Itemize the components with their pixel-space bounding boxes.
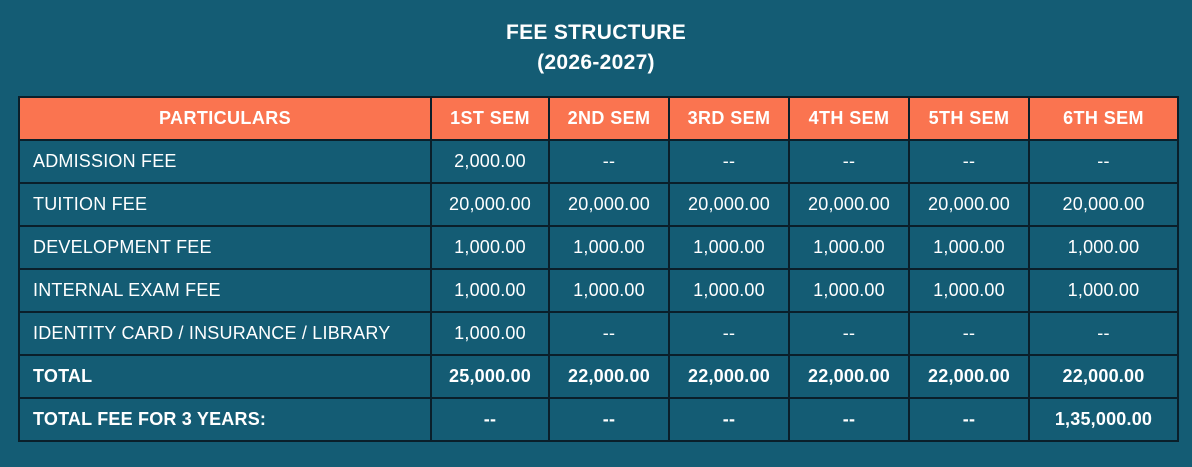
fee-value-cell: -- [548,311,670,356]
fee-value-cell: -- [788,139,910,184]
fee-value-cell: 20,000.00 [668,182,790,227]
row-label: TUITION FEE [18,182,432,227]
column-header-sem: 2ND SEM [548,96,670,141]
fee-value-cell: -- [430,397,550,442]
fee-value-cell: 1,000.00 [668,268,790,313]
fee-value-cell: 1,000.00 [668,225,790,270]
fee-value-cell: 20,000.00 [788,182,910,227]
fee-value-cell: 25,000.00 [430,354,550,399]
fee-value-cell: -- [788,397,910,442]
fee-value-cell: 1,000.00 [1028,225,1179,270]
title-line: FEE STRUCTURE [505,21,687,44]
row-label: TOTAL [18,354,432,399]
table-row: INTERNAL EXAM FEE 1,000.00 1,000.00 1,000.0… [18,268,1179,313]
fee-value-cell: 1,35,000.00 [1028,397,1179,442]
fee-value-cell: 20,000.00 [548,182,670,227]
column-header-sem: 1ST SEM [430,96,550,141]
fee-value-cell: -- [908,311,1030,356]
row-label: DEVELOPMENT FEE [18,225,432,270]
fee-value-cell: 1,000.00 [788,268,910,313]
fee-value-cell: 22,000.00 [548,354,670,399]
fee-value-cell: 22,000.00 [668,354,790,399]
fee-value-cell: 22,000.00 [788,354,910,399]
fee-value-cell: 1,000.00 [430,311,550,356]
fee-value-cell: 2,000.00 [430,139,550,184]
fee-structure-table: PARTICULARS 1ST SEM 2ND SEM 3RD SEM 4TH SEM 5… [18,96,1179,442]
fee-value-cell: -- [908,139,1030,184]
fee-structure-page: FEE STRUCTURE (2026-2027) PARTICULARS 1ST… [0,0,1192,442]
table-row: TOTAL FEE FOR 3 YEARS: -- -- -- -- -- 1,35,000… [18,397,1179,442]
fee-value-cell: 20,000.00 [908,182,1030,227]
fee-value-cell: 1,000.00 [548,225,670,270]
table-row: ADMISSION FEE 2,000.00 -- -- -- -- -- [18,139,1179,184]
fee-value-cell: -- [668,397,790,442]
table-row: TOTAL 25,000.00 22,000.00 22,000.00 22,000.0… [18,354,1179,399]
table-body: ADMISSION FEE 2,000.00 -- -- -- -- -- TUITION F… [18,139,1179,442]
fee-value-cell: 1,000.00 [548,268,670,313]
fee-value-cell: -- [1028,139,1179,184]
fee-value-cell: 1,000.00 [1028,268,1179,313]
fee-value-cell: 22,000.00 [908,354,1030,399]
table-row: IDENTITY CARD / INSURANCE / LIBRARY 1,000… [18,311,1179,356]
fee-value-cell: 1,000.00 [430,268,550,313]
page-title: FEE STRUCTURE (2026-2027) [0,0,1192,78]
fee-value-cell: -- [548,139,670,184]
fee-value-cell: 22,000.00 [1028,354,1179,399]
fee-value-cell: 20,000.00 [1028,182,1179,227]
row-label: ADMISSION FEE [18,139,432,184]
column-header-particulars: PARTICULARS [18,96,432,141]
fee-value-cell: -- [548,397,670,442]
row-label: TOTAL FEE FOR 3 YEARS: [18,397,432,442]
fee-value-cell: -- [908,397,1030,442]
table-row: TUITION FEE 20,000.00 20,000.00 20,000.00 20… [18,182,1179,227]
fee-value-cell: 1,000.00 [908,225,1030,270]
row-label: INTERNAL EXAM FEE [18,268,432,313]
fee-value-cell: 1,000.00 [908,268,1030,313]
fee-value-cell: -- [668,139,790,184]
title-year: (2026-2027) [537,51,655,74]
fee-value-cell: 1,000.00 [788,225,910,270]
table-row: DEVELOPMENT FEE 1,000.00 1,000.00 1,000.00 1… [18,225,1179,270]
column-header-sem: 6TH SEM [1028,96,1179,141]
row-label: IDENTITY CARD / INSURANCE / LIBRARY [18,311,432,356]
column-header-sem: 3RD SEM [668,96,790,141]
column-header-sem: 5TH SEM [908,96,1030,141]
column-header-sem: 4TH SEM [788,96,910,141]
fee-value-cell: -- [1028,311,1179,356]
fee-value-cell: -- [788,311,910,356]
fee-value-cell: 20,000.00 [430,182,550,227]
header-row: PARTICULARS 1ST SEM 2ND SEM 3RD SEM 4TH SEM 5… [18,96,1179,141]
fee-value-cell: -- [668,311,790,356]
fee-value-cell: 1,000.00 [430,225,550,270]
